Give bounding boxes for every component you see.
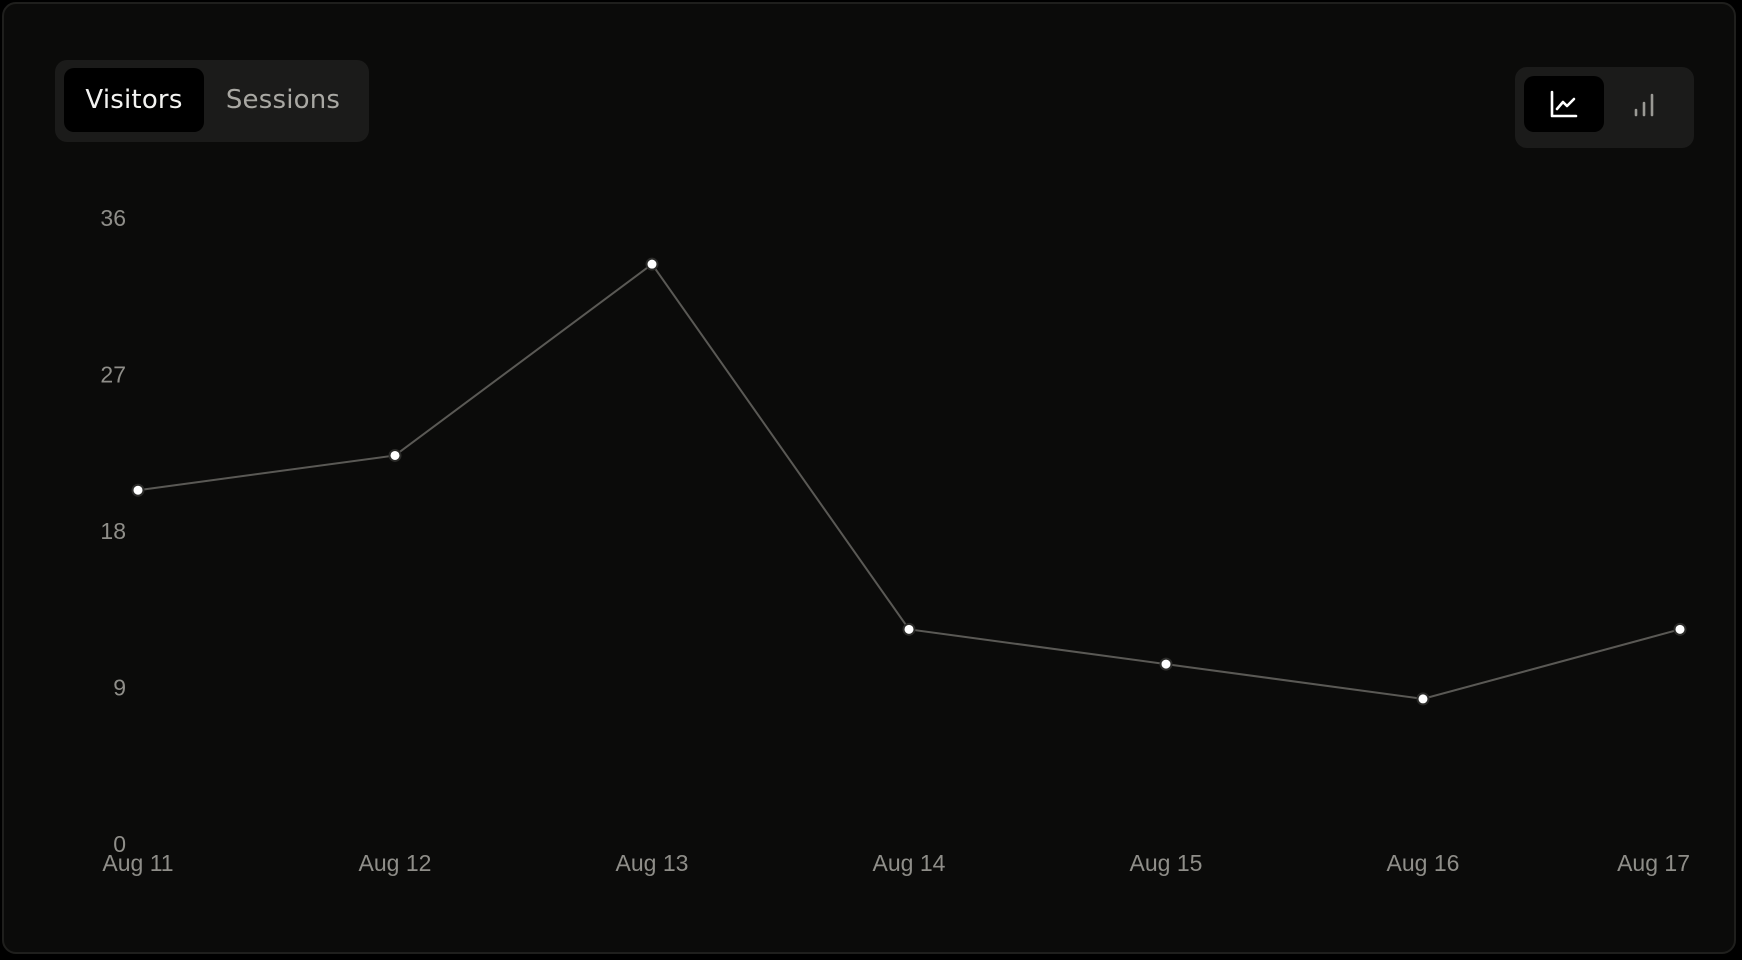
y-tick-label: 9 [113, 675, 126, 701]
data-point[interactable] [1673, 622, 1687, 636]
line-chart-icon [1550, 90, 1578, 118]
data-point[interactable] [1416, 692, 1430, 706]
data-point[interactable] [388, 448, 402, 462]
data-point[interactable] [1159, 657, 1173, 671]
chart-type-toggle [1515, 67, 1694, 148]
x-tick-label: Aug 12 [359, 850, 432, 876]
x-tick-label: Aug 14 [873, 850, 946, 876]
y-tick-label: 36 [100, 205, 126, 231]
data-point[interactable] [131, 483, 145, 497]
y-tick-label: 27 [100, 362, 126, 388]
x-tick-label: Aug 13 [616, 850, 689, 876]
metric-tabs: Visitors Sessions [55, 60, 369, 142]
x-tick-label: Aug 11 [102, 850, 173, 876]
line-chart-button[interactable] [1524, 76, 1604, 132]
bar-chart-button[interactable] [1604, 76, 1684, 132]
x-tick-label: Aug 15 [1130, 850, 1203, 876]
data-point[interactable] [645, 257, 659, 271]
tab-visitors[interactable]: Visitors [64, 68, 204, 132]
bar-chart-icon [1634, 93, 1654, 117]
y-tick-label: 0 [113, 831, 126, 857]
data-point[interactable] [902, 622, 916, 636]
x-tick-label: Aug 17 [1617, 850, 1690, 876]
x-tick-label: Aug 16 [1387, 850, 1460, 876]
tab-sessions[interactable]: Sessions [225, 85, 341, 115]
y-tick-label: 18 [100, 518, 126, 544]
